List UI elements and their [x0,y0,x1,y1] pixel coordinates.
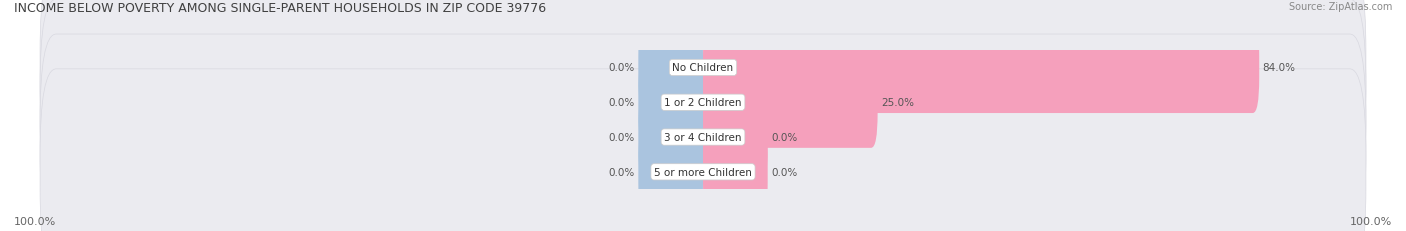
Text: 0.0%: 0.0% [609,132,636,143]
FancyBboxPatch shape [638,23,703,113]
Text: 1 or 2 Children: 1 or 2 Children [664,98,742,108]
Text: 0.0%: 0.0% [770,132,797,143]
Text: 25.0%: 25.0% [882,98,914,108]
Text: 5 or more Children: 5 or more Children [654,167,752,177]
Text: 0.0%: 0.0% [770,167,797,177]
Text: 0.0%: 0.0% [609,98,636,108]
FancyBboxPatch shape [703,23,1260,113]
FancyBboxPatch shape [638,57,703,148]
FancyBboxPatch shape [638,127,703,218]
FancyBboxPatch shape [41,0,1367,171]
FancyBboxPatch shape [703,92,768,183]
Text: No Children: No Children [672,63,734,73]
FancyBboxPatch shape [638,92,703,183]
Text: 100.0%: 100.0% [14,216,56,226]
FancyBboxPatch shape [41,70,1367,231]
Text: 100.0%: 100.0% [1350,216,1392,226]
Text: INCOME BELOW POVERTY AMONG SINGLE-PARENT HOUSEHOLDS IN ZIP CODE 39776: INCOME BELOW POVERTY AMONG SINGLE-PARENT… [14,2,546,15]
Text: 84.0%: 84.0% [1263,63,1295,73]
Text: 0.0%: 0.0% [609,167,636,177]
FancyBboxPatch shape [41,35,1367,231]
FancyBboxPatch shape [703,57,877,148]
FancyBboxPatch shape [41,0,1367,205]
Text: 3 or 4 Children: 3 or 4 Children [664,132,742,143]
FancyBboxPatch shape [703,127,768,218]
Text: 0.0%: 0.0% [609,63,636,73]
Text: Source: ZipAtlas.com: Source: ZipAtlas.com [1288,2,1392,12]
